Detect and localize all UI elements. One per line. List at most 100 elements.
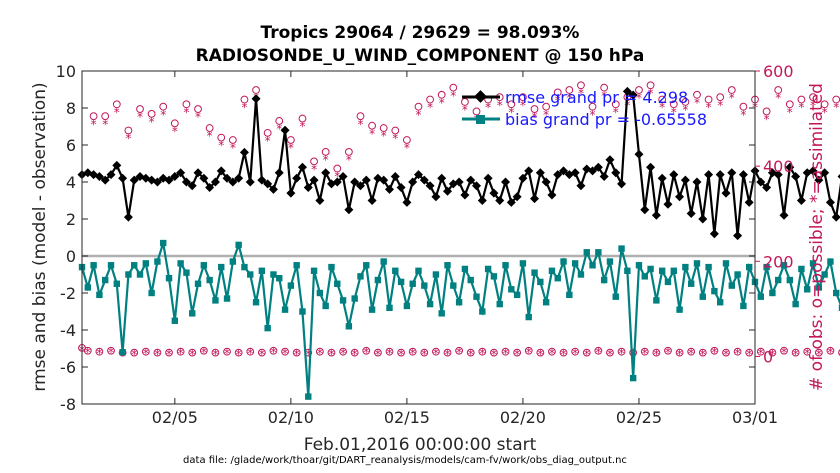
- possible-point: [681, 98, 690, 106]
- rmse-point: [628, 90, 638, 100]
- legend-bias-label: bias grand pr = -0.65558: [505, 110, 707, 129]
- rmse-point: [181, 177, 191, 187]
- assimilated-point: *: [497, 98, 503, 112]
- assimilated-point: *: [700, 348, 706, 362]
- possible-point: [443, 348, 452, 357]
- assimilated-point: *: [410, 347, 416, 361]
- y-axis-right-label: # of obs: o=possible; *=assimilated: [807, 83, 827, 391]
- rmse-point: [559, 166, 569, 176]
- assimilated-series: * * * * * * * * * * * * * * * * * * * * * * * * * * * * * * * * * * * * * * * *…: [79, 86, 840, 361]
- rmse-point: [634, 149, 644, 159]
- assimilated-point: *: [323, 153, 329, 167]
- possible-point: [408, 347, 417, 356]
- bias-point: [397, 278, 405, 286]
- bias-point: [786, 276, 794, 284]
- chart-title: Tropics 29064 / 29629 = 98.093%: [261, 23, 580, 43]
- rmse-point: [332, 177, 342, 187]
- rmse-point: [808, 166, 818, 176]
- y-right-tick-label: 600: [763, 62, 794, 81]
- rmse-point: [524, 166, 534, 176]
- bias-point: [722, 260, 730, 267]
- assimilated-point: *: [131, 348, 137, 362]
- bias-point: [194, 280, 202, 287]
- assimilated-point: *: [537, 348, 543, 362]
- possible-point: [281, 347, 289, 356]
- y-tick-label: 2: [66, 210, 76, 229]
- bias-point: [583, 249, 590, 256]
- assimilated-point: *: [648, 86, 654, 100]
- rmse-point: [245, 177, 255, 187]
- rmse-point: [617, 179, 627, 189]
- rmse-point: [547, 190, 557, 200]
- possible-point: [397, 348, 405, 357]
- assimilated-point: *: [706, 101, 712, 115]
- assimilated-point: *: [717, 98, 723, 112]
- rmse-point: [338, 171, 348, 181]
- assimilated-point: *: [416, 108, 422, 122]
- bias-point: [682, 263, 689, 271]
- possible-point: [635, 86, 643, 94]
- assimilated-point: *: [682, 103, 688, 117]
- assimilated-point: *: [352, 348, 358, 362]
- bias-point: [577, 271, 585, 278]
- possible-point: [745, 348, 754, 357]
- assimilated-point: *: [735, 347, 741, 361]
- bias-point: [438, 310, 445, 317]
- possible-point: [722, 348, 730, 357]
- assimilated-point: *: [108, 346, 114, 360]
- bias-point: [647, 265, 654, 273]
- possible-point: [664, 346, 672, 355]
- rmse-point: [94, 171, 104, 181]
- assimilated-point: *: [189, 348, 195, 362]
- rmse-point: [698, 214, 708, 224]
- bias-point: [316, 289, 324, 297]
- bias-point: [728, 282, 735, 289]
- rmse-point: [443, 186, 453, 196]
- bias-point: [821, 271, 828, 278]
- possible-point: [594, 346, 603, 355]
- legend-rmse-label: rmse grand pr = 4.298: [505, 88, 688, 107]
- assimilated-point: *: [154, 348, 160, 362]
- bias-point: [566, 291, 573, 299]
- y-tick-label: -4: [60, 321, 76, 340]
- bias-point: [745, 263, 753, 271]
- bias-point: [171, 317, 179, 324]
- bias-point: [804, 286, 811, 293]
- bias-point: [606, 258, 614, 265]
- assimilated-point: *: [769, 348, 775, 362]
- bias-point: [432, 271, 440, 278]
- assimilated-point: *: [357, 117, 363, 131]
- bias-point: [426, 300, 434, 308]
- assimilated-point: *: [653, 348, 659, 362]
- bias-point: [838, 304, 840, 311]
- y-tick-label: 4: [66, 173, 76, 192]
- y-tick-label: 8: [66, 99, 76, 118]
- rmse-point: [796, 196, 806, 205]
- possible-point: [240, 95, 249, 104]
- bias-point: [676, 306, 683, 313]
- rmse-point: [622, 86, 632, 96]
- possible-point: [565, 86, 574, 94]
- assimilated-point: *: [781, 346, 787, 360]
- possible-point: [640, 347, 649, 356]
- rmse-point: [199, 173, 209, 183]
- bias-point: [473, 293, 480, 300]
- possible-point: [698, 348, 707, 357]
- assimilated-point: *: [468, 348, 474, 362]
- legend-rmse-marker: [474, 90, 487, 103]
- assimilated-point: *: [311, 163, 317, 177]
- rmse-point: [715, 170, 725, 180]
- possible-point: [762, 107, 771, 116]
- bias-point: [705, 263, 712, 271]
- rmse-point: [280, 125, 290, 135]
- assimilated-point: *: [363, 346, 369, 360]
- possible-point: [275, 117, 284, 125]
- bias-point: [403, 302, 411, 310]
- assimilated-point: *: [404, 141, 410, 155]
- rmse-point: [837, 173, 840, 179]
- possible-point: [507, 100, 516, 109]
- bias-point: [96, 291, 103, 299]
- rmse-point: [390, 171, 400, 181]
- bias-point: [496, 300, 503, 308]
- assimilated-point: *: [503, 347, 509, 361]
